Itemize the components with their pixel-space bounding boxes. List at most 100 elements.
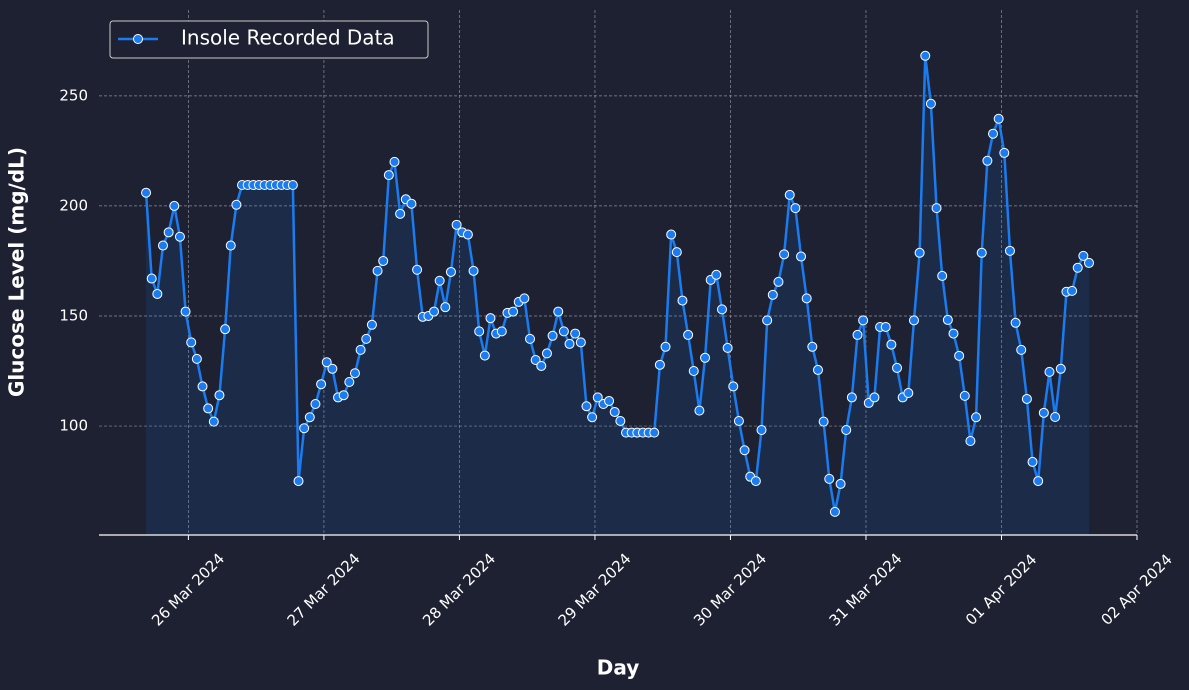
data-point (338, 390, 349, 401)
legend-label: Insole Recorded Data (181, 26, 395, 50)
data-point (733, 415, 744, 426)
data-point (299, 423, 310, 434)
data-point (293, 476, 304, 487)
data-point (383, 170, 394, 181)
legend-box (109, 20, 429, 59)
data-point (525, 333, 536, 344)
data-point (649, 427, 660, 438)
data-point (773, 276, 784, 287)
data-point (349, 368, 360, 379)
data-point (220, 324, 231, 335)
y-axis-label: Glucose Level (mg/dL) (5, 147, 29, 397)
data-point (378, 255, 389, 266)
data-point (982, 155, 993, 166)
plot (141, 50, 1095, 535)
data-point (587, 412, 598, 423)
data-point (355, 344, 366, 355)
data-point (762, 315, 773, 326)
data-point (835, 478, 846, 489)
data-point (654, 359, 665, 370)
area (146, 55, 1090, 535)
data-point (812, 364, 823, 375)
data-point (852, 329, 863, 340)
data-point (903, 388, 914, 399)
data-point (197, 381, 208, 392)
data-point (163, 227, 174, 238)
data-point (914, 247, 925, 258)
data-point (169, 200, 180, 211)
data-point (468, 265, 479, 276)
data-point (1004, 245, 1015, 256)
data-point (1078, 250, 1089, 261)
data-point (858, 315, 869, 326)
data-point (581, 401, 592, 412)
data-point (344, 377, 355, 388)
data-point (671, 247, 682, 258)
data-point (694, 405, 705, 416)
data-point (203, 403, 214, 414)
data-point (677, 295, 688, 306)
data-point (575, 337, 586, 348)
data-point (829, 506, 840, 517)
data-point (908, 315, 919, 326)
data-point (231, 199, 242, 210)
data-point (310, 399, 321, 410)
data-point (841, 425, 852, 435)
data-point (479, 350, 490, 361)
data-point (152, 288, 163, 299)
data-point (846, 392, 857, 403)
data-point (869, 392, 880, 403)
legend: Insole Recorded Data (109, 20, 429, 59)
data-point (688, 366, 699, 377)
data-point (700, 352, 711, 363)
data-point (208, 416, 219, 427)
data-point (937, 270, 948, 281)
data-point (570, 328, 581, 339)
data-point (824, 473, 835, 484)
data-point (146, 273, 157, 284)
data-point (429, 306, 440, 317)
data-point (485, 313, 496, 324)
data-point (948, 328, 959, 339)
data-point (971, 412, 982, 423)
legend-marker (133, 34, 143, 44)
data-point (157, 240, 168, 251)
data-point (412, 264, 423, 275)
data-point (451, 219, 462, 230)
data-point (445, 266, 456, 277)
data-point (807, 341, 818, 352)
data-point (767, 289, 778, 300)
data-point (716, 304, 727, 315)
data-point (750, 476, 761, 487)
data-point (942, 314, 953, 325)
data-point (1072, 262, 1083, 273)
y-tick-label: 200 (59, 196, 88, 214)
data-point (564, 338, 575, 349)
data-point (434, 275, 445, 286)
data-point (1033, 476, 1044, 487)
data-point (728, 381, 739, 392)
data-point (660, 341, 671, 352)
grid (99, 10, 1138, 535)
data-point (462, 229, 473, 240)
data-point (1067, 285, 1078, 296)
data-point (287, 180, 298, 190)
data-point (801, 293, 812, 304)
data-point (553, 306, 564, 317)
data-point (722, 342, 733, 353)
data-point (186, 337, 197, 348)
data-point (931, 203, 942, 214)
data-point (790, 203, 801, 214)
data-point (954, 350, 965, 361)
data-point (547, 330, 558, 341)
data-point (609, 406, 620, 417)
data-point (474, 326, 485, 337)
data-point (327, 363, 338, 374)
data-point (1038, 407, 1049, 418)
data-point (496, 326, 507, 337)
data-point (366, 319, 377, 330)
y-tick-label: 100 (59, 417, 88, 435)
